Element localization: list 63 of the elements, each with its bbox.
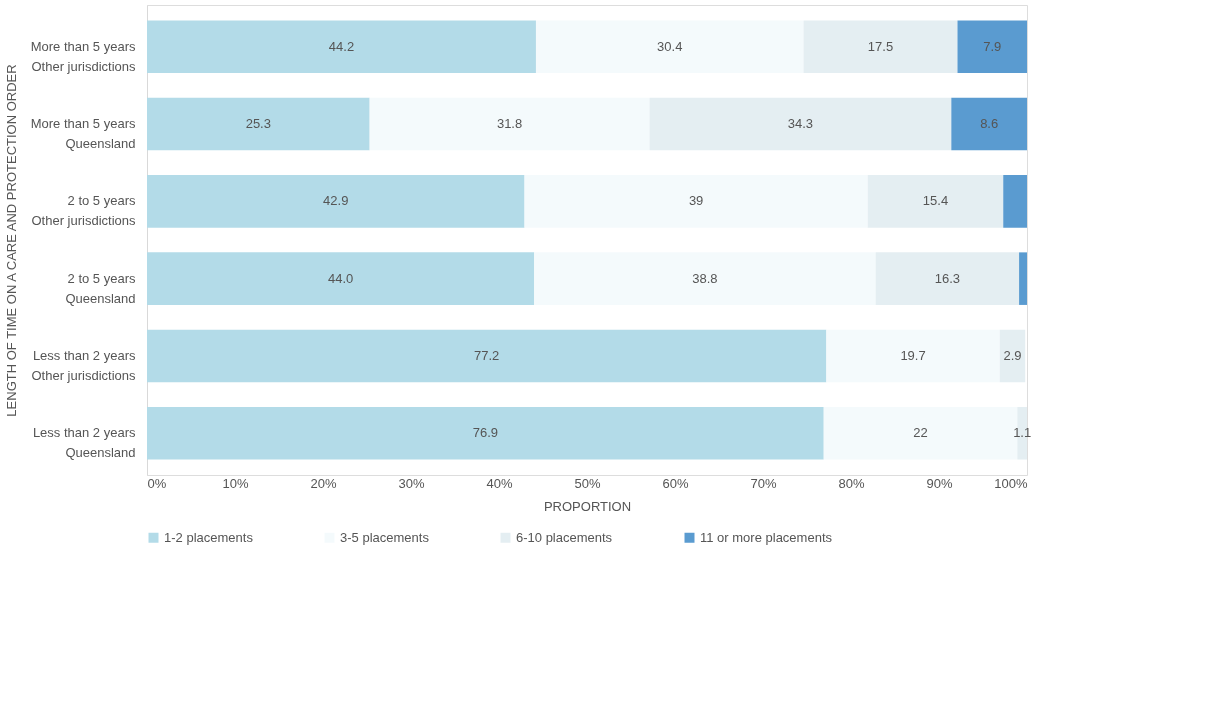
- bar: [147, 97, 370, 151]
- data-label: 30.4: [657, 38, 683, 54]
- legend-label: 1-2 placements: [164, 529, 254, 545]
- data-label: 19.7: [900, 347, 926, 363]
- x-tick-label: 60%: [662, 475, 689, 491]
- x-tick-label: 20%: [310, 475, 337, 491]
- y-tick-label: Less than 2 years Other jurisdictions: [31, 347, 136, 383]
- data-label: 16.3: [934, 270, 961, 286]
- x-tick-label: 0%: [147, 475, 167, 491]
- x-tick-label: 70%: [750, 475, 777, 491]
- data-label: 25.3: [245, 116, 271, 132]
- x-tick-label: 40%: [486, 475, 513, 491]
- data-label: 8.6: [980, 116, 999, 132]
- data-label: 34.3: [787, 116, 814, 132]
- data-label: 1.1: [1013, 425, 1032, 441]
- x-axis-title: PROPORTION: [543, 498, 632, 514]
- data-label: 17.5: [867, 38, 894, 54]
- data-label: 39: [688, 193, 704, 209]
- y-tick-label: 2 to 5 years Other jurisdictions: [31, 193, 136, 229]
- data-label: 7.9: [983, 38, 1002, 54]
- y-tick-label: More than 5 years Queensland: [30, 116, 136, 152]
- bar: [875, 252, 1020, 305]
- x-tick-label: 90%: [926, 475, 953, 491]
- legend-label: 3-5 placements: [340, 529, 430, 545]
- bar: [147, 406, 824, 460]
- x-tick-label: 100%: [994, 475, 1028, 491]
- data-label: 42.9: [323, 193, 349, 209]
- bar: [826, 329, 1000, 383]
- data-label: 77.2: [474, 347, 500, 363]
- data-label: 38.8: [692, 270, 718, 286]
- y-axis-title: LENGTH OF TIME ON A CARE AND PROTECTION ORDER: [3, 64, 19, 417]
- y-tick-label: More than 5 years Other jurisdictions: [30, 38, 136, 74]
- bar: [1003, 175, 1027, 228]
- data-label: 76.9: [472, 425, 499, 441]
- data-label: 2.9: [1003, 347, 1022, 363]
- bar: [951, 97, 1027, 151]
- legend-label: 11 or more placements: [700, 529, 833, 545]
- bar: [957, 20, 1027, 74]
- data-label: 44.0: [327, 270, 354, 286]
- data-label: 22: [913, 425, 928, 441]
- bar: [1019, 252, 1027, 305]
- x-tick-label: 10%: [222, 475, 249, 491]
- data-label: 44.2: [328, 38, 355, 54]
- bar: [534, 252, 876, 305]
- legend-label: 6-10 placements: [516, 529, 613, 545]
- bar: [867, 175, 1004, 228]
- bar: [147, 252, 535, 305]
- bar: [803, 20, 958, 74]
- bar: [147, 20, 536, 74]
- bar: [524, 175, 868, 228]
- bar: [999, 329, 1026, 383]
- bar: [147, 175, 525, 228]
- y-tick-label: 2 to 5 years Queensland: [65, 270, 136, 306]
- data-label: 31.8: [496, 116, 523, 132]
- data-label: 15.4: [922, 193, 949, 209]
- bar: [369, 97, 650, 151]
- bar: [649, 97, 952, 151]
- bar: [147, 329, 827, 383]
- x-tick-label: 80%: [838, 475, 865, 491]
- x-tick-label: 50%: [574, 475, 601, 491]
- x-tick-label: 30%: [398, 475, 425, 491]
- bar: [535, 20, 804, 74]
- y-tick-label: Less than 2 years Queensland: [32, 425, 136, 461]
